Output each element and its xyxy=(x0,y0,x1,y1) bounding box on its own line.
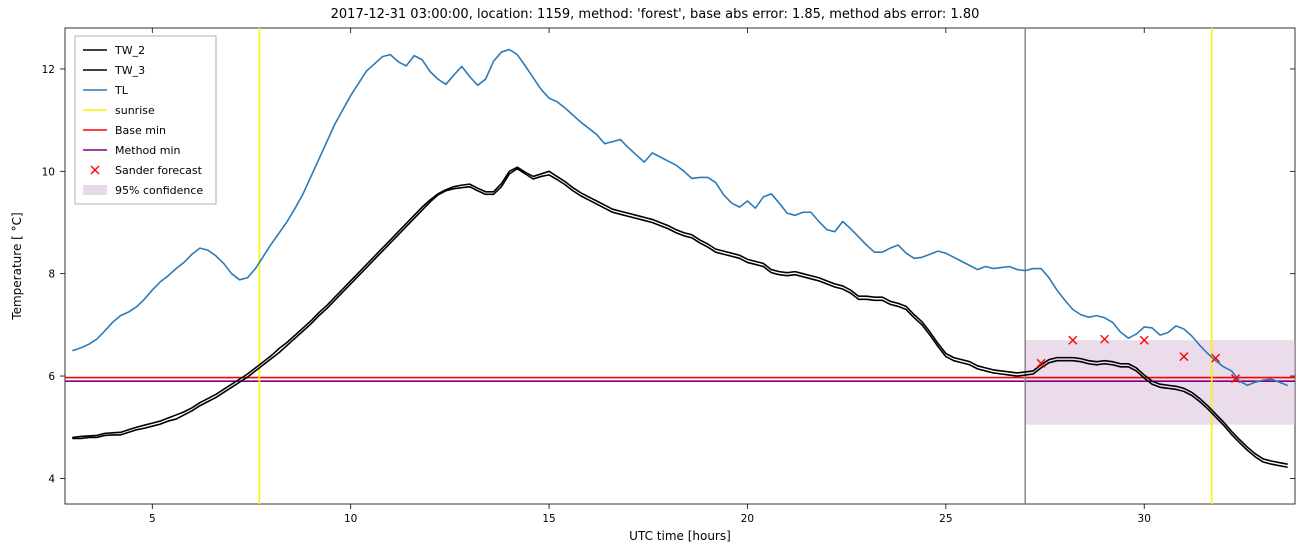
temperature-forecast-chart: 2017-12-31 03:00:00, location: 1159, met… xyxy=(0,0,1310,547)
xtick-label: 30 xyxy=(1138,513,1151,525)
legend-label: TW_3 xyxy=(114,64,145,77)
x-axis-label: UTC time [hours] xyxy=(629,529,731,543)
legend-label: Method min xyxy=(115,144,181,157)
legend-label: sunrise xyxy=(115,104,155,117)
plot-area xyxy=(65,28,1295,504)
legend-label: 95% confidence xyxy=(115,184,203,197)
chart-title: 2017-12-31 03:00:00, location: 1159, met… xyxy=(331,7,980,22)
xtick-label: 15 xyxy=(542,513,555,525)
legend-label: TL xyxy=(114,84,129,97)
xtick-label: 20 xyxy=(741,513,754,525)
ytick-label: 4 xyxy=(48,473,55,485)
ytick-label: 6 xyxy=(48,371,55,383)
legend-sample-patch xyxy=(83,185,107,195)
xtick-label: 5 xyxy=(149,513,156,525)
legend-label: TW_2 xyxy=(114,44,145,57)
ytick-label: 12 xyxy=(42,64,55,76)
legend-label: Sander forecast xyxy=(115,164,203,177)
y-axis-label: Temperature [ °C] xyxy=(10,212,24,320)
legend: TW_2 TW_3 TL sunrise Base min Method min Sande… xyxy=(75,36,216,204)
legend-label: Base min xyxy=(115,124,166,137)
legend-box xyxy=(75,36,216,204)
xtick-label: 25 xyxy=(939,513,952,525)
ytick-label: 10 xyxy=(42,166,55,178)
xtick-label: 10 xyxy=(344,513,357,525)
ytick-label: 8 xyxy=(48,269,55,281)
